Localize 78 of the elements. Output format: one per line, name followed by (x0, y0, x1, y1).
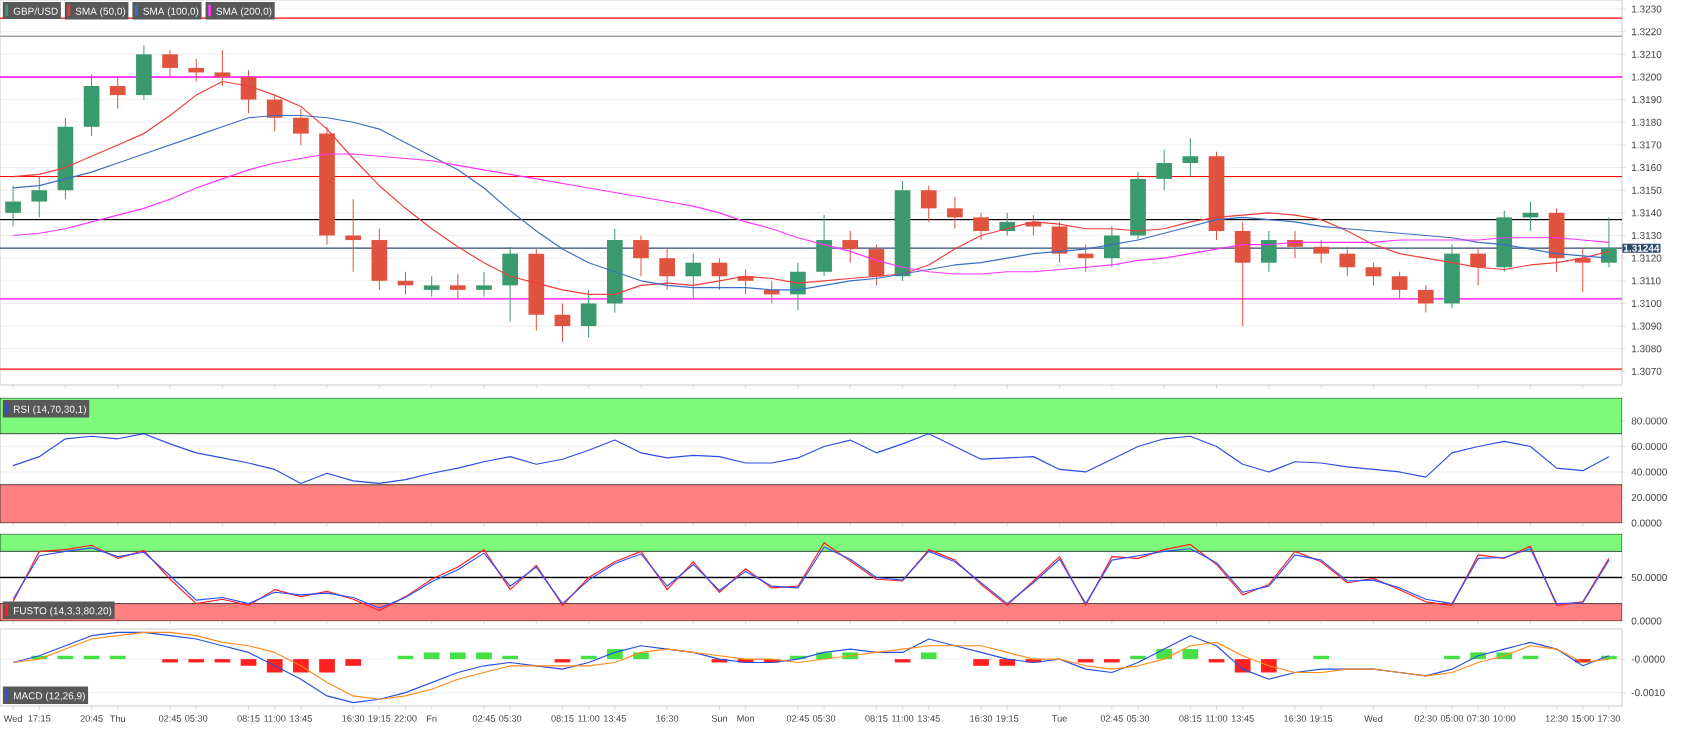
x-tick-label: 08:15 (237, 715, 260, 722)
y-tick-label: 1.3070 (1631, 367, 1662, 375)
x-tick-label: 02:30 (1414, 715, 1437, 722)
y-tick-label: 20.0000 (1631, 493, 1667, 502)
y-tick-label: 1.3160 (1631, 164, 1662, 172)
y-tick-label: 40.0000 (1631, 468, 1667, 476)
x-tick-label: 11:00 (892, 715, 914, 722)
legend-label: SMA (200,0) (216, 7, 272, 17)
x-tick-label: 12:30 (1545, 715, 1568, 722)
x-tick-label: 13:45 (917, 715, 940, 722)
x-tick-label: 13:45 (1231, 715, 1254, 722)
x-tick-label: 11:00 (264, 715, 286, 722)
x-tick-label: 16:30 (342, 715, 365, 722)
x-tick-label: 07:30 (1467, 715, 1490, 722)
legend-label: GBP/USD (13, 7, 58, 15)
x-tick-label: 05:30 (812, 715, 836, 722)
y-tick-label: 80.0000 (1631, 417, 1667, 425)
x-tick-label: 13:45 (290, 715, 312, 722)
x-tick-label: 05:30 (499, 715, 522, 722)
x-tick-label: 19:15 (1310, 715, 1333, 722)
x-tick-label: 11:00 (1206, 715, 1228, 722)
y-tick-label: 1.3200 (1631, 73, 1662, 81)
y-tick-label: 1.3080 (1631, 345, 1662, 353)
x-tick-label: 13:45 (604, 715, 626, 722)
legend-label: RSI (14,70,30,1) (13, 405, 86, 415)
x-tick-label: 02:45 (472, 715, 496, 722)
x-tick-label: 19:15 (368, 715, 391, 722)
x-tick-label: 08:15 (1179, 715, 1202, 722)
x-tick-label: 16:30 (1284, 715, 1307, 722)
x-tick-label: Wed (3, 715, 22, 722)
x-tick-label: Thu (110, 715, 126, 722)
y-tick-label: -0.0010 (1631, 689, 1665, 697)
x-tick-label: Fri (427, 715, 437, 722)
x-tick-label: 05:30 (1126, 715, 1150, 722)
x-tick-label: 08:15 (551, 715, 574, 722)
x-tick-label: 16:30 (970, 715, 993, 722)
x-tick-label: 19:15 (996, 715, 1019, 722)
y-tick-label: 1.3130 (1631, 231, 1662, 240)
x-tick-label: 02:45 (158, 715, 182, 722)
x-tick-label: 15:00 (1572, 715, 1594, 722)
legend-label: MACD (12,26,9) (13, 691, 85, 702)
legend-label: SMA (100,0) (143, 7, 199, 17)
x-tick-label: 05:00 (1440, 715, 1464, 722)
x-tick-label: Tue (1052, 715, 1067, 722)
x-tick-label: 11:00 (578, 715, 600, 722)
y-tick-label: 1.3140 (1631, 209, 1662, 217)
y-tick-label: 0.0000 (1631, 519, 1662, 527)
y-tick-label: 1.3220 (1631, 28, 1662, 36)
x-tick-label: 10:00 (1493, 715, 1516, 722)
x-tick-label: 16:30 (656, 715, 679, 722)
y-tick-label: 0.0000 (1631, 617, 1662, 625)
y-tick-label: 1.3210 (1631, 50, 1662, 58)
y-tick-label: 1.3120 (1631, 254, 1662, 262)
y-tick-label: 50.0000 (1631, 573, 1667, 582)
y-tick-label: 1.3090 (1631, 322, 1662, 330)
x-tick-label: 17:15 (28, 715, 51, 722)
x-tick-label: 02:45 (786, 715, 809, 722)
x-tick-label: 08:15 (865, 715, 888, 722)
y-tick-label: -0.0000 (1631, 655, 1665, 663)
x-tick-label: Wed (1364, 715, 1383, 722)
x-tick-label: 20:45 (80, 715, 103, 722)
x-tick-label: Sun (711, 715, 727, 722)
ref-line-label: 1.31244 (1623, 244, 1660, 252)
y-tick-label: 1.3150 (1631, 186, 1662, 194)
y-tick-label: 1.3180 (1631, 118, 1662, 126)
x-tick-label: 22:00 (394, 715, 417, 722)
y-tick-label: 60.0000 (1631, 442, 1667, 450)
x-tick-label: 05:30 (185, 715, 208, 722)
y-tick-label: 1.3100 (1631, 299, 1662, 307)
y-tick-label: 1.3190 (1631, 96, 1662, 104)
x-tick-label: 02:45 (1100, 715, 1123, 722)
x-tick-label: 17:30 (1598, 715, 1621, 722)
y-tick-label: 1.3170 (1631, 141, 1662, 149)
legend-label: SMA (50,0) (75, 7, 126, 17)
x-tick-label: Mon (737, 715, 754, 722)
y-tick-label: 1.3230 (1631, 5, 1662, 13)
y-tick-label: 1.3110 (1631, 277, 1661, 285)
legend-label: FUSTO (14,3,3,80,20) (13, 606, 112, 617)
